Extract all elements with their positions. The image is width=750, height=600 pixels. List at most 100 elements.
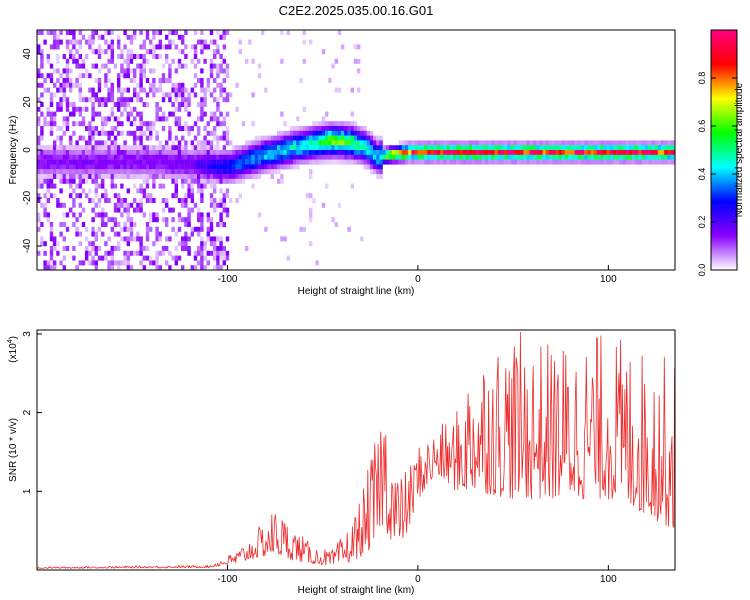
spectrogram-cell [56, 150, 60, 155]
spectrogram-cell [257, 150, 262, 155]
spectrogram-cell [168, 154, 172, 160]
spectrogram-cell [222, 159, 226, 165]
spectrogram-cell [318, 159, 322, 165]
spectrogram-cell [430, 159, 434, 165]
spectrogram-cell [104, 212, 108, 218]
spectrogram-cell [69, 30, 73, 35]
spectrogram-cell [59, 164, 63, 170]
spectrogram-cell [395, 159, 399, 165]
spectrogram-cell [88, 150, 92, 155]
spectrogram-cell [126, 49, 130, 55]
colorbar-label: Normalized spectral amplitude [734, 82, 745, 217]
spectrogram-cell [213, 97, 217, 103]
spectrogram-cell [408, 159, 412, 165]
spectrogram-cell [523, 159, 527, 165]
spectrogram-cell [277, 150, 281, 155]
spectrogram-cell [280, 236, 284, 242]
spectrogram-cell [40, 174, 44, 179]
spectrogram-cell [136, 174, 140, 179]
spectrogram-cell [91, 217, 95, 223]
spectrogram-cell [539, 159, 543, 165]
spectrogram-cell [155, 164, 159, 170]
spectrogram-cell [206, 178, 210, 184]
spectrogram-cell [46, 178, 50, 184]
snr-frame [36, 329, 676, 571]
spectrogram-cell [552, 159, 556, 165]
spectrogram-cell [193, 30, 198, 35]
spectrogram-cell [187, 217, 191, 223]
spectrogram-cell [40, 30, 44, 35]
spectrogram-cell [62, 169, 66, 175]
spectrogram-cell [209, 58, 214, 64]
spectrogram-cell [334, 135, 338, 141]
spectrogram-cell [91, 260, 95, 266]
spectrogram-cell [366, 130, 370, 136]
spectrogram-cell [91, 30, 95, 35]
spectrogram-cell [257, 174, 262, 179]
spectrogram-cell [171, 30, 175, 35]
spectrogram-cell [120, 202, 124, 208]
spectrogram-cell [107, 265, 111, 270]
snr-x-label: Height of straight line (km) [298, 585, 415, 596]
spectrogram-x-tick-label: -100 [217, 274, 237, 285]
spectrogram-cell [91, 106, 95, 112]
spectrogram-cell [85, 255, 89, 261]
spectrogram-cell [203, 255, 207, 261]
spectrogram-cell [107, 260, 111, 266]
spectrogram-cell [670, 150, 674, 155]
spectrogram-cell [331, 159, 335, 165]
spectrogram-cell [225, 63, 230, 69]
spectrogram-cell [305, 140, 310, 146]
spectrogram-cell [53, 241, 57, 247]
spectrogram-cell [203, 183, 207, 189]
spectrogram-cell [43, 202, 47, 208]
spectrogram-cell [184, 202, 188, 208]
spectrogram-cell [145, 222, 150, 227]
spectrogram-cell [110, 106, 114, 112]
spectrogram-cell [117, 106, 121, 112]
spectrogram-cell [520, 154, 524, 160]
spectrogram-cell [209, 30, 214, 35]
spectrogram-cell [565, 159, 569, 165]
spectrogram-cell [197, 207, 201, 213]
spectrogram-cell [635, 140, 639, 146]
spectrogram-cell [654, 150, 658, 155]
spectrogram-cell [203, 246, 207, 251]
spectrogram-cell [501, 145, 505, 151]
spectrogram-cell [257, 145, 262, 151]
spectrogram-cell [187, 154, 191, 160]
spectrogram-cell [315, 154, 319, 160]
spectrogram-cell [581, 145, 585, 151]
spectrogram-cell [261, 30, 265, 35]
spectrogram-cell [344, 130, 348, 136]
spectrogram-cell [472, 140, 476, 146]
spectrogram-cell [267, 145, 271, 151]
spectrogram-cell [328, 145, 332, 151]
spectrogram-cell [158, 78, 162, 83]
spectrogram-cell [257, 140, 262, 146]
spectrogram-cell [161, 154, 166, 160]
spectrogram-cell [485, 154, 489, 160]
spectrogram-cell [321, 154, 326, 160]
spectrogram-cell [139, 126, 143, 131]
spectrogram-cell [126, 169, 130, 175]
spectrogram-cell [69, 145, 73, 151]
spectrogram-cell [357, 87, 361, 93]
spectrogram-cell [91, 207, 95, 213]
spectrogram-cell [174, 97, 178, 103]
spectrogram-cell [401, 154, 406, 160]
spectrogram-cell [248, 164, 252, 170]
spectrogram-cell [283, 135, 287, 141]
spectrogram-cell [110, 54, 114, 59]
spectrogram-cell [209, 150, 214, 155]
spectrogram-cell [107, 150, 111, 155]
spectrogram-cell [155, 135, 159, 141]
spectrogram-cell [69, 87, 73, 93]
spectrogram-cell [136, 164, 140, 170]
spectrogram-cell [56, 145, 60, 151]
spectrogram-cell [69, 164, 73, 170]
spectrogram-cell [69, 140, 73, 146]
spectrogram-cell [78, 111, 82, 117]
spectrogram-cell [334, 126, 338, 131]
spectrogram-cell [40, 130, 44, 136]
